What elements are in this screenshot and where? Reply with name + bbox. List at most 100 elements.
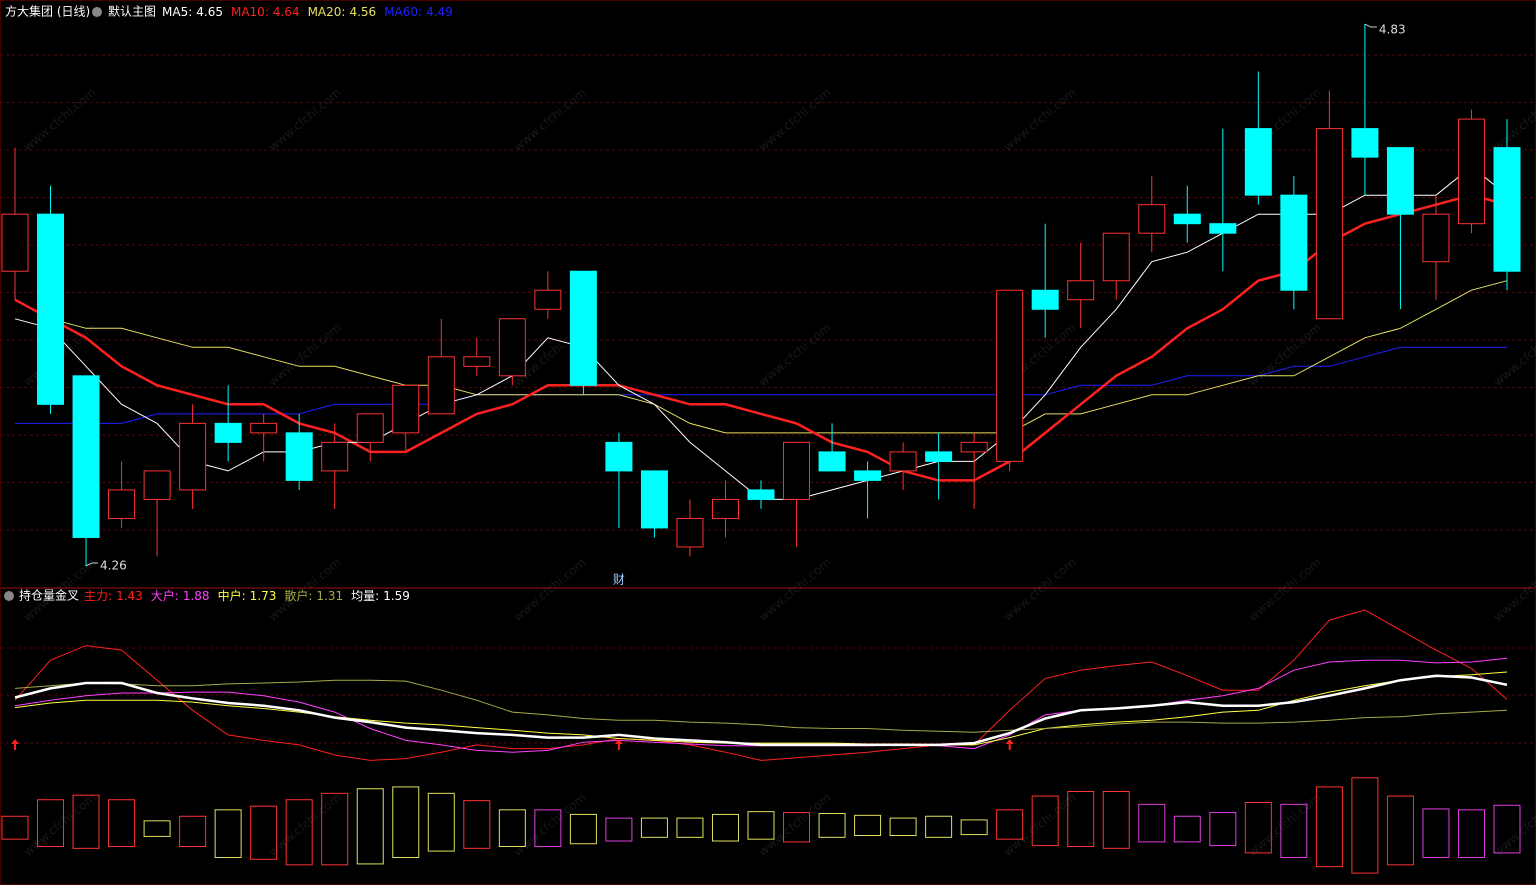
menu-icon (92, 7, 102, 17)
candle-body (889, 451, 917, 472)
volume-box (427, 792, 455, 852)
candle-body (1493, 147, 1521, 272)
volume-box (960, 819, 988, 836)
volume-box (143, 820, 171, 837)
candle-body (214, 422, 242, 443)
legend-value: 4.56 (349, 5, 376, 19)
chart-title: 持仓量金叉 (19, 588, 79, 603)
candle-body (392, 384, 420, 434)
legend-separator: : (265, 5, 269, 19)
volume-box (1244, 802, 1272, 854)
legend-name: MA10 (231, 5, 265, 19)
legend-value: 4.49 (426, 5, 453, 19)
volume-box (250, 805, 278, 860)
indicator-line (14, 671, 1508, 746)
legend-value: 1.88 (183, 589, 210, 603)
legend-value: 1.43 (116, 589, 143, 603)
candle-body (250, 422, 278, 434)
candle-body (1386, 147, 1414, 215)
chart-title: 方大集团 (日线) (5, 4, 90, 19)
candle-body (925, 451, 953, 462)
candle-body (960, 441, 988, 453)
candle-body (818, 451, 846, 472)
candle-body (996, 289, 1024, 462)
chart-subtitle: 默认主图 (108, 4, 156, 19)
volume-box (285, 799, 313, 866)
legend: 主力: 1.43 大户: 1.88 中户: 1.73 散户: 1.31 均量: 1.59 (84, 588, 410, 603)
legend-name: 主力 (84, 589, 108, 603)
legend-name: MA5 (162, 5, 188, 19)
candle-body (1067, 280, 1095, 301)
volume-box (889, 817, 917, 836)
candle-body (72, 375, 100, 538)
candle-body (711, 498, 739, 519)
high-label: 4.83 (1379, 23, 1406, 37)
indicator-line (14, 679, 1508, 733)
volume-box (498, 809, 526, 847)
candle-body (569, 270, 597, 386)
candle-body (285, 432, 313, 481)
volume-box (1315, 786, 1343, 868)
candle-body (1315, 128, 1343, 320)
volume-box (1, 815, 29, 840)
legend-name: 均量 (351, 589, 375, 603)
candle-body (143, 470, 171, 500)
volume-box (996, 809, 1024, 840)
volume-box (392, 786, 420, 859)
candle-body (498, 318, 526, 377)
volume-box (1138, 803, 1166, 843)
volume-box (1067, 791, 1095, 847)
candle-body (321, 441, 349, 472)
legend-separator: : (308, 589, 312, 603)
legend-name: MA60 (384, 5, 418, 19)
legend-separator: : (341, 5, 345, 19)
volume-box (321, 792, 349, 866)
ma-line (14, 193, 1508, 482)
signal-arrow (614, 739, 623, 750)
volume-box (214, 809, 242, 858)
legend-value: 1.31 (316, 589, 343, 603)
signal-arrow (1005, 739, 1014, 750)
candle-body (534, 289, 562, 310)
candle-body (427, 356, 455, 415)
candle-body (37, 213, 65, 405)
volume-box (569, 813, 597, 845)
volume-box (676, 817, 704, 838)
legend: MA5: 4.65 MA10: 4.64 MA20: 4.56 MA60: 4.49 (162, 5, 453, 19)
legend-separator: : (242, 589, 246, 603)
volume-box (356, 788, 384, 865)
legend-value: 1.59 (383, 589, 410, 603)
candle-body (640, 470, 668, 529)
candle-body (1138, 204, 1166, 234)
candle-body (1457, 118, 1485, 225)
volume-box (1386, 795, 1414, 866)
legend-separator: : (188, 5, 192, 19)
candle-body (463, 356, 491, 367)
volume-box (711, 813, 739, 842)
indicator-line (14, 609, 1508, 761)
menu-icon (4, 591, 14, 601)
candle-body (605, 441, 633, 472)
candle-body (854, 470, 882, 481)
indicator-line (14, 674, 1508, 747)
volume-box (854, 814, 882, 836)
volume-box (1209, 812, 1237, 847)
volume-box (108, 799, 136, 847)
volume-box (1457, 809, 1485, 858)
volume-box (605, 817, 633, 842)
volume-box (747, 811, 775, 840)
volume-box (925, 815, 953, 838)
signal-arrow (11, 739, 19, 750)
volume-box (1173, 815, 1201, 843)
legend-separator: : (175, 589, 179, 603)
legend-separator: : (108, 589, 112, 603)
candle-body (1173, 213, 1201, 225)
legend-separator: : (375, 589, 379, 603)
volume-box (640, 817, 668, 838)
volume-box (783, 812, 811, 843)
candle-body (1, 213, 29, 272)
volume-box (1031, 795, 1059, 847)
volume-box (818, 813, 846, 838)
candle-body (1351, 128, 1379, 158)
